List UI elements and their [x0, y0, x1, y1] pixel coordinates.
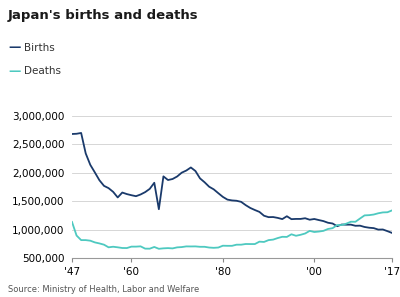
Line: Births: Births	[72, 133, 392, 233]
Births	[230, 199, 234, 202]
Text: Japan's births and deaths: Japan's births and deaths	[8, 9, 199, 22]
Births	[79, 131, 84, 135]
Births	[266, 215, 271, 219]
Deaths	[316, 230, 321, 233]
Births	[166, 178, 170, 182]
Deaths	[376, 211, 381, 215]
Text: —: —	[8, 41, 20, 54]
Line: Deaths: Deaths	[72, 210, 392, 249]
Text: —: —	[8, 65, 20, 78]
Text: Deaths: Deaths	[24, 66, 61, 76]
Deaths	[156, 247, 161, 251]
Text: Source: Ministry of Health, Labor and Welfare: Source: Ministry of Health, Labor and We…	[8, 285, 199, 294]
Births	[316, 218, 321, 222]
Deaths	[70, 220, 74, 224]
Text: Births: Births	[24, 42, 55, 53]
Deaths	[266, 238, 271, 242]
Deaths	[390, 208, 394, 212]
Deaths	[230, 244, 234, 248]
Births	[70, 132, 74, 136]
Deaths	[166, 246, 170, 250]
Births	[83, 152, 88, 155]
Births	[376, 228, 381, 231]
Deaths	[79, 238, 84, 242]
Births	[390, 231, 394, 235]
